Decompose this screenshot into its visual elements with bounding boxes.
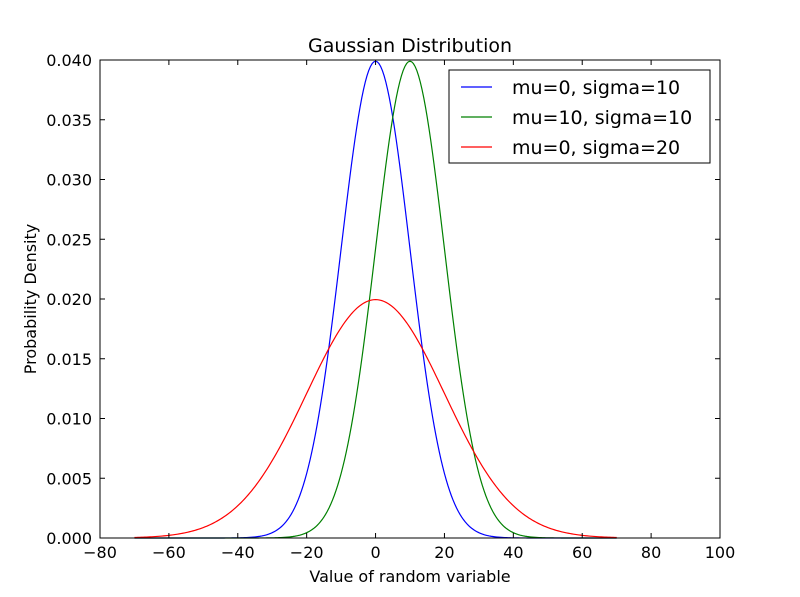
y-tick-label: 0.030 — [46, 171, 92, 190]
x-tick-label: −20 — [290, 543, 324, 562]
y-tick-label: 0.040 — [46, 51, 92, 70]
legend-label-0: mu=0, sigma=10 — [512, 77, 680, 99]
y-tick-label: 0.035 — [46, 111, 92, 130]
y-tick-label: 0.005 — [46, 469, 92, 488]
legend: mu=0, sigma=10 mu=10, sigma=10 mu=0, sigma… — [448, 69, 711, 164]
chart-title: Gaussian Distribution — [308, 35, 512, 57]
x-tick-label: −40 — [221, 543, 255, 562]
x-tick-label: −80 — [83, 543, 117, 562]
x-tick-label: 20 — [434, 543, 454, 562]
y-axis-label: Probability Density — [21, 224, 40, 375]
legend-box — [448, 69, 711, 164]
y-tick-label: 0.010 — [46, 410, 92, 429]
y-tick-label: 0.025 — [46, 230, 92, 249]
y-tick-label: 0.020 — [46, 290, 92, 309]
y-tick-label: 0.000 — [46, 529, 92, 548]
x-tick-label: 80 — [641, 543, 661, 562]
plot-frame — [99, 59, 721, 539]
x-axis-label: Value of random variable — [309, 567, 510, 586]
legend-label-1: mu=10, sigma=10 — [512, 107, 692, 129]
x-tick-label: 100 — [705, 543, 736, 562]
legend-label-2: mu=0, sigma=20 — [512, 137, 680, 159]
x-tick-label: −60 — [152, 543, 186, 562]
tick-labels: −80 −60 −40 −20 0 20 40 60 80 100 0.000 0.005 0.010 0… — [46, 51, 735, 562]
x-tick-label: 40 — [503, 543, 523, 562]
y-tick-label: 0.015 — [46, 350, 92, 369]
x-tick-label: 60 — [572, 543, 592, 562]
series-line-2 — [134, 299, 617, 539]
x-tick-label: 0 — [370, 543, 380, 562]
